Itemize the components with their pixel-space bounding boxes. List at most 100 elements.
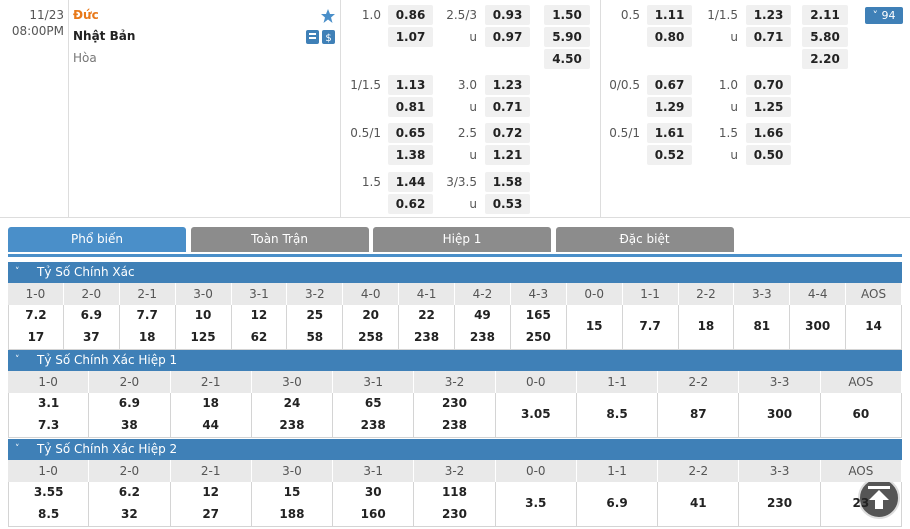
score-odds: 25: [306, 308, 324, 322]
score-odds: 38: [121, 418, 138, 432]
section-title: Tỷ Số Chính Xác Hiệp 1: [37, 353, 178, 367]
score-label: 1-1: [576, 460, 659, 482]
odds-value: 0.62: [388, 194, 433, 214]
score-label: 2-0: [89, 460, 171, 482]
score-label: AOS: [820, 371, 902, 393]
score-label: 4-3: [510, 283, 567, 305]
total-line: 3.0: [457, 78, 477, 92]
score-cell: 300: [739, 393, 821, 438]
score-label: 2-2: [658, 460, 740, 482]
section-header: ˅ Tỷ Số Chính Xác Hiệp 1: [8, 350, 902, 371]
odds-value: 4.50: [544, 49, 590, 69]
odds-value: 0.53: [485, 194, 530, 214]
score-odds: 125: [190, 330, 216, 344]
score-odds: 230: [441, 507, 468, 521]
total-line: 1.0: [718, 78, 738, 92]
odds-value: 1.13: [388, 75, 433, 95]
tab[interactable]: Đặc biệt: [555, 227, 734, 252]
icons[interactable]: $: [306, 30, 336, 44]
score-odds: 15: [585, 319, 603, 333]
score-odds: 12: [250, 308, 268, 322]
home-team: Đức: [73, 8, 99, 22]
tab[interactable]: Toàn Trận: [190, 227, 369, 252]
score-odds: 62: [250, 330, 268, 344]
score-label: 2-2: [658, 371, 740, 393]
draw-label: Hòa: [73, 51, 97, 65]
score-odds: 81: [753, 319, 771, 333]
score-odds: 238: [469, 330, 495, 344]
favorite-star[interactable]: [321, 9, 335, 23]
score-cell: 14: [846, 305, 902, 350]
score-label: 4-4: [790, 283, 847, 305]
score-label: 3-0: [175, 283, 232, 305]
score-cell: 3.5: [495, 482, 577, 527]
section-header: ˅ Tỷ Số Chính Xác Hiệp 2: [8, 439, 902, 460]
score-odds: 3.55: [33, 485, 64, 499]
score-odds: 87: [689, 407, 707, 421]
score-label: 3-2: [414, 371, 496, 393]
away-team: Nhật Bản: [73, 29, 136, 43]
tab[interactable]: Hiệp 1: [373, 227, 551, 252]
score-cell: 230: [739, 482, 821, 527]
score-cell: 15: [566, 305, 623, 350]
odds-value: 0.65: [388, 123, 433, 143]
handicap-line: 1.0: [361, 8, 381, 22]
score-odds: 12: [202, 485, 220, 499]
score-label: 1-1: [576, 371, 659, 393]
score-odds: 7.7: [639, 319, 661, 333]
tab[interactable]: Phổ biến: [8, 227, 186, 252]
odds-value: 0.71: [485, 97, 530, 117]
score-label: 1-1: [622, 283, 679, 305]
score-cell: 30 160: [333, 482, 415, 527]
score-label: AOS: [846, 283, 902, 305]
score-cell: 20 258: [343, 305, 400, 350]
score-odds: 24: [283, 396, 301, 410]
under-label: u: [730, 148, 738, 162]
odds-value: 0.70: [746, 75, 791, 95]
score-odds: 18: [697, 319, 715, 333]
total-line: 1.5: [718, 126, 738, 140]
score-odds: 49: [474, 308, 491, 322]
score-cell: 24 238: [251, 393, 334, 438]
more-count: 94: [881, 9, 896, 22]
more-button[interactable]: ˅ 94: [865, 7, 903, 24]
match-row: [0, 0, 910, 218]
odds-value: 1.23: [746, 5, 791, 25]
under-label: u: [469, 148, 477, 162]
score-cell: 7.2 17: [8, 305, 64, 350]
odds-value: 1.29: [647, 97, 692, 117]
odds-value: 0.50: [746, 145, 791, 165]
score-cell: 7.7 18: [119, 305, 176, 350]
score-odds: 300: [767, 407, 793, 421]
handicap-line: 0.5: [620, 8, 640, 22]
under-label: u: [730, 30, 738, 44]
score-cell: 49 238: [455, 305, 511, 350]
score-odds: 300: [805, 319, 831, 333]
score-cell: 3.1 7.3: [8, 393, 90, 438]
odds-value: 0.80: [647, 27, 692, 47]
score-odds: 22: [418, 308, 435, 322]
score-odds: 188: [279, 507, 305, 521]
score-cell: 6.2 32: [89, 482, 171, 527]
score-cell: 3.05: [495, 393, 577, 438]
score-label: 0-0: [495, 371, 577, 393]
svg-text:$: $: [325, 33, 331, 44]
tab-underline: [8, 254, 902, 257]
score-cell: 25 58: [287, 305, 344, 350]
odds-value: 0.72: [485, 123, 530, 143]
score-cell: 7.7: [622, 305, 679, 350]
odds-value: 1.07: [388, 27, 433, 47]
odds-value: 1.23: [485, 75, 530, 95]
score-odds: 18: [138, 330, 156, 344]
score-odds: 238: [441, 418, 468, 432]
score-odds: 258: [358, 330, 384, 344]
odds-value: 2.11: [802, 5, 848, 25]
score-cell: 6.9 38: [89, 393, 171, 438]
total-line: 2.5: [457, 126, 477, 140]
odds-value: 0.67: [647, 75, 692, 95]
handicap-line: 1/1.5: [350, 78, 381, 92]
score-odds: 60: [852, 407, 870, 421]
score-odds: 6.2: [118, 485, 141, 499]
score-label: 3-2: [287, 283, 344, 305]
chevron: ˅: [15, 355, 20, 365]
